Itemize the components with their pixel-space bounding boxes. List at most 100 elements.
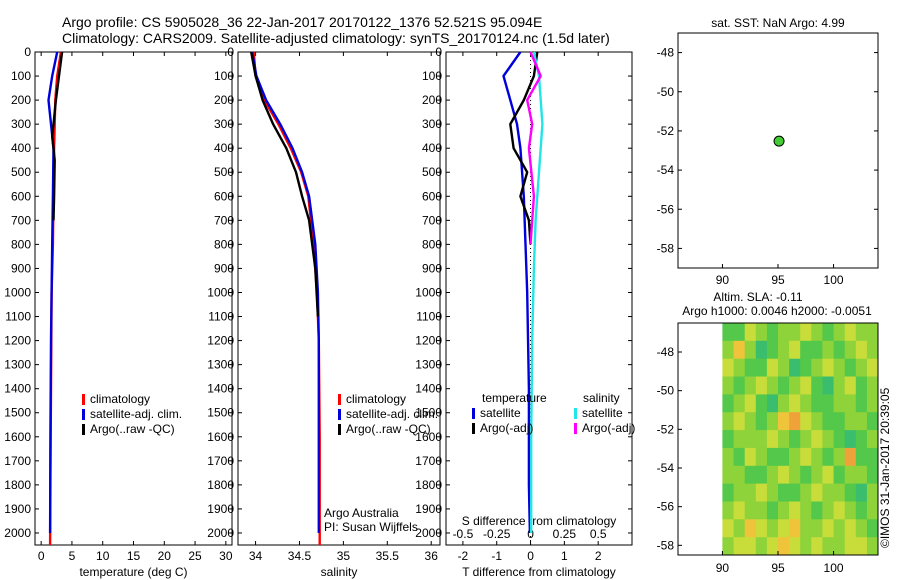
- sla-heatmap-cell: [733, 430, 746, 449]
- sla-heatmap-cell: [866, 323, 879, 342]
- sla-heatmap-cell: [855, 323, 868, 342]
- sla-heatmap-cell: [766, 376, 779, 395]
- salinity-diff-tick-label: 0.5: [590, 527, 607, 541]
- sla-heatmap-cell: [866, 501, 879, 520]
- salinity-x-tick-label: 36: [425, 549, 439, 563]
- salinity-legend-label: climatology: [346, 392, 406, 406]
- sla-heatmap-cell: [733, 501, 746, 520]
- sla-heatmap-cell: [855, 465, 868, 485]
- diff-legend-label: satellite: [480, 406, 521, 420]
- depth-tick-label: 600: [214, 189, 234, 203]
- sla-heatmap-cell: [766, 394, 779, 413]
- location-panel-frame: [677, 32, 879, 269]
- sla-heatmap-cell: [866, 519, 879, 538]
- sla-heatmap-cell: [800, 340, 812, 360]
- salinity-diff-tick-label: -0.5: [453, 527, 474, 541]
- pi-label: PI: Susan Wijffels: [324, 520, 418, 534]
- sla-heatmap-cell: [822, 519, 834, 538]
- diff-legend-label: satellite: [582, 406, 623, 420]
- sla-heatmap-cell: [766, 323, 779, 342]
- sla-heatmap-cell: [722, 358, 734, 377]
- sla-heatmap-cell: [866, 340, 879, 360]
- legend-header-salinity: salinity: [583, 391, 620, 405]
- diff-legend-label: Argo(-adj): [480, 421, 533, 435]
- sla-heatmap-cell: [733, 465, 746, 485]
- float-position-marker: [773, 135, 785, 147]
- sla-heatmap-cell: [744, 430, 757, 449]
- temperature-legend-label: climatology: [90, 392, 150, 406]
- diff-legend-swatch: [472, 408, 475, 419]
- sla-heatmap-cell: [789, 376, 801, 395]
- depth-tick-label: 1100: [208, 310, 234, 324]
- sla-heatmap-cell: [833, 537, 846, 556]
- depth-tick-label: 700: [422, 213, 442, 227]
- sla-heatmap-cell: [755, 394, 768, 413]
- sla-heatmap-cell: [833, 447, 846, 467]
- sla-heatmap-cell: [733, 447, 746, 467]
- temperature-x-tick-label: 5: [69, 549, 76, 563]
- differences-x-tick-label: 0: [527, 549, 534, 563]
- sla-heatmap-cell: [778, 412, 790, 431]
- salinity-series-argo-raw-qc-: [250, 51, 320, 317]
- sla-heatmap-cell: [789, 323, 801, 342]
- depth-tick-label: 800: [11, 237, 31, 251]
- sla-lat-tick-label: -52: [657, 422, 675, 436]
- sla-heatmap-cell: [866, 394, 879, 413]
- sla-heatmap-cell: [722, 465, 734, 485]
- depth-tick-label: 100: [11, 69, 31, 83]
- depth-tick-label: 1700: [4, 454, 31, 468]
- sla-heatmap-cell: [722, 376, 734, 395]
- sla-heatmap-cell: [844, 465, 857, 485]
- sla-heatmap-cell: [811, 412, 823, 431]
- sla-heatmap-cell: [833, 394, 846, 413]
- sla-heatmap-cell: [833, 465, 846, 485]
- sla-heatmap-cell: [800, 537, 812, 556]
- sla-heatmap-cell: [778, 501, 790, 520]
- sla-heatmap-cell: [866, 430, 879, 449]
- sla-heatmap-cell: [733, 519, 746, 538]
- temperature-series-argo-raw-qc-: [51, 51, 64, 221]
- sla-lat-tick-label: -56: [657, 500, 675, 514]
- sla-heatmap-cell: [744, 412, 757, 431]
- sla-lon-tick-label: 90: [716, 561, 730, 575]
- institution-label: Argo Australia: [324, 506, 399, 520]
- sla-heatmap-cell: [822, 412, 834, 431]
- sla-heatmap-cell: [811, 519, 823, 538]
- depth-tick-label: 1700: [207, 454, 234, 468]
- depth-tick-label: 1300: [207, 358, 234, 372]
- sla-heatmap-cell: [766, 465, 779, 485]
- depth-tick-label: 500: [214, 165, 234, 179]
- sla-heatmap-cell: [744, 358, 757, 377]
- sla-heatmap-cell: [778, 430, 790, 449]
- depth-tick-label: 1800: [415, 478, 442, 492]
- location-lon-tick-label: 100: [824, 273, 844, 287]
- sla-heatmap-cell: [789, 501, 801, 520]
- sla-heatmap-cell: [844, 340, 857, 360]
- sla-heatmap-cell: [800, 430, 812, 449]
- depth-tick-label: 1500: [4, 406, 31, 420]
- sla-heatmap-cell: [755, 447, 768, 467]
- diff-legend-swatch: [472, 423, 475, 434]
- depth-tick-label: 2000: [415, 526, 442, 540]
- sla-heatmap-cell: [755, 465, 768, 485]
- differences-x-tick-label: -1: [491, 549, 502, 563]
- depth-tick-label: 1800: [4, 478, 31, 492]
- depth-tick-label: 300: [11, 117, 31, 131]
- location-lat-tick-label: -48: [657, 46, 675, 60]
- sla-heatmap-cell: [833, 376, 846, 395]
- depth-tick-label: 500: [422, 165, 442, 179]
- depth-tick-label: 1700: [415, 454, 442, 468]
- depth-tick-label: 1000: [207, 285, 234, 299]
- salinity-legend-label: satellite-adj. clim.: [346, 407, 438, 421]
- sla-heatmap-cell: [722, 483, 734, 502]
- sla-heatmap-cell: [866, 483, 879, 502]
- sla-heatmap-cell: [733, 483, 746, 502]
- sla-heatmap-cell: [811, 483, 823, 502]
- sla-heatmap-cell: [744, 340, 757, 360]
- depth-tick-label: 1900: [207, 502, 234, 516]
- sla-heatmap-cell: [822, 483, 834, 502]
- sla-heatmap-cell: [822, 394, 834, 413]
- sla-heatmap-cell: [789, 447, 801, 467]
- salinity-x-tick-label: 35.5: [376, 549, 400, 563]
- sla-heatmap-cell: [844, 323, 857, 342]
